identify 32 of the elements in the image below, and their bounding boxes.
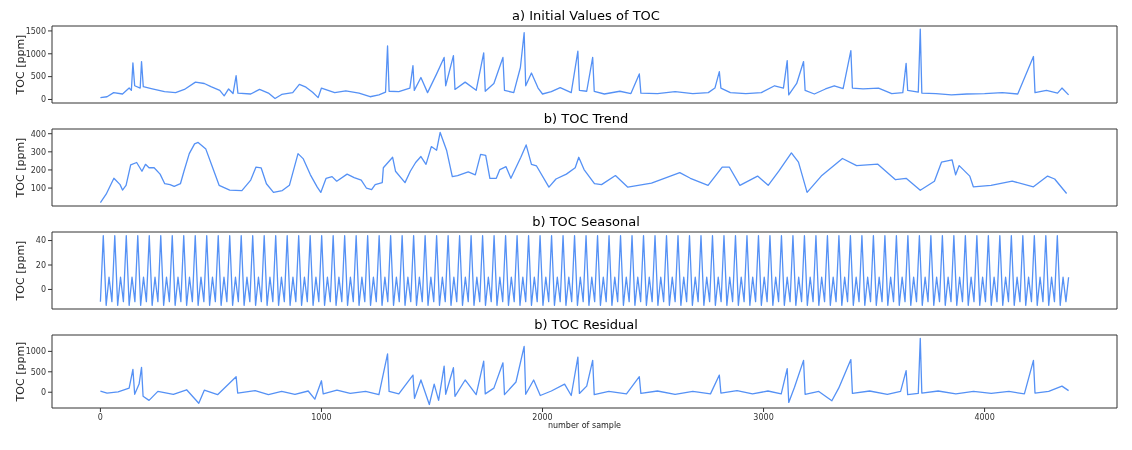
chart-title: b) TOC Residual bbox=[533, 317, 639, 332]
chart-title: b) TOC Seasonal bbox=[531, 214, 641, 229]
y-tick-label: 100 bbox=[30, 183, 46, 193]
y-tick-label: 20 bbox=[35, 260, 46, 270]
line-series bbox=[99, 337, 1070, 406]
y-axis-title: TOC [ppm] bbox=[13, 240, 27, 302]
y-tick-label: 0 bbox=[40, 388, 46, 398]
x-tick-label: 0 bbox=[97, 412, 103, 422]
line-series bbox=[99, 235, 1070, 306]
x-tick-label: 3000 bbox=[753, 412, 774, 422]
x-tick-label: 2000 bbox=[532, 412, 553, 422]
y-tick-label: 1500 bbox=[25, 26, 46, 36]
x-axis-title: number of sample bbox=[547, 420, 622, 430]
y-tick-label: 500 bbox=[30, 72, 46, 82]
y-axis-title: TOC [ppm] bbox=[13, 341, 27, 403]
y-tick-label: 200 bbox=[30, 165, 46, 175]
x-tick-label: 4000 bbox=[974, 412, 995, 422]
y-axis-title: TOC [ppm] bbox=[13, 137, 27, 199]
y-tick-label: 0 bbox=[40, 95, 46, 105]
y-tick-label: 40 bbox=[35, 236, 46, 246]
y-tick-label: 300 bbox=[30, 147, 46, 157]
chart-title: b) TOC Trend bbox=[542, 111, 630, 126]
y-tick-label: 0 bbox=[40, 285, 46, 295]
chart-title: a) Initial Values of TOC bbox=[511, 8, 661, 23]
line-series bbox=[99, 28, 1070, 100]
y-tick-label: 1000 bbox=[25, 347, 46, 357]
y-tick-label: 400 bbox=[30, 129, 46, 139]
y-tick-label: 1000 bbox=[25, 49, 46, 59]
x-tick-label: 1000 bbox=[311, 412, 332, 422]
line-series bbox=[99, 131, 1068, 204]
y-axis-title: TOC [ppm] bbox=[13, 34, 27, 96]
y-tick-label: 500 bbox=[30, 367, 46, 377]
